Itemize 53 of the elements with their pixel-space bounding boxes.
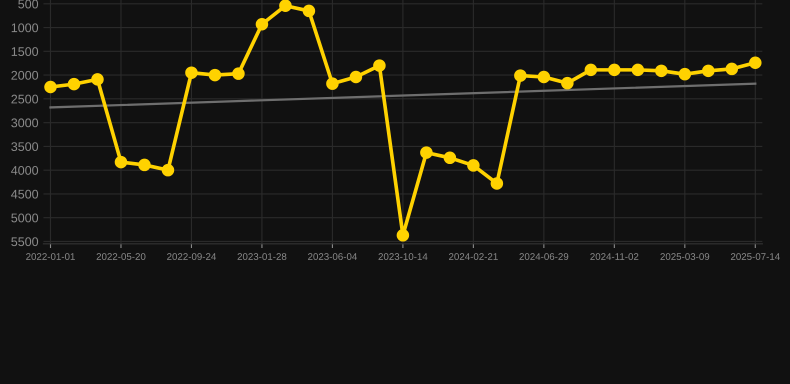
point <box>208 68 222 82</box>
point <box>302 4 316 18</box>
point <box>702 64 715 78</box>
point <box>91 73 104 86</box>
point <box>68 78 80 90</box>
x-tick-label: 2024-11-02 <box>590 253 638 260</box>
x-tick-label: 2023-01-28 <box>238 253 286 260</box>
point <box>584 64 598 76</box>
y-tick-label: 500 <box>18 0 38 8</box>
point <box>608 64 621 76</box>
y-tick-label: 1000 <box>12 23 38 32</box>
y-tick-label: 1500 <box>12 47 38 56</box>
y-tick-label: 2000 <box>11 70 38 80</box>
point <box>350 70 362 84</box>
point <box>256 18 268 30</box>
y-tick-label: 3000 <box>11 118 38 128</box>
point <box>162 164 174 176</box>
point <box>538 70 550 84</box>
point <box>678 68 692 80</box>
point <box>490 177 504 190</box>
y-tick-label: 4500 <box>11 190 38 199</box>
y-tick-label: 3500 <box>11 142 38 152</box>
y-tick-label: 5500 <box>11 237 38 246</box>
x-tick-label: 2022-05-20 <box>96 253 146 260</box>
point <box>561 76 574 90</box>
point <box>232 67 245 80</box>
x-tick-label: 2025-03-09 <box>660 253 710 260</box>
point <box>632 64 644 76</box>
y-tick-label: 4000 <box>11 166 38 175</box>
point <box>44 80 57 94</box>
x-tick-label: 2023-10-14 <box>378 253 428 260</box>
y-tick-label: 2500 <box>11 94 38 104</box>
point <box>726 62 738 76</box>
x-tick-label: 2022-01-01 <box>26 253 75 260</box>
x-tick-label: 2024-02-21 <box>449 253 498 260</box>
point <box>514 69 527 82</box>
y-tick-label: 5000 <box>11 214 38 222</box>
point <box>373 59 386 72</box>
point <box>114 156 128 168</box>
point <box>185 66 198 79</box>
x-tick-label: 2025-07-14 <box>730 253 780 260</box>
point <box>444 152 456 164</box>
point <box>396 229 410 242</box>
point <box>420 146 433 159</box>
point <box>749 56 762 69</box>
point <box>326 77 339 90</box>
x-tick-label: 2024-06-29 <box>519 253 568 260</box>
point <box>467 159 480 172</box>
x-tick-label: 2022-09-24 <box>167 253 216 260</box>
point <box>138 158 151 172</box>
point <box>279 0 292 12</box>
x-tick-label: 2023-06-04 <box>308 253 358 260</box>
point <box>655 64 668 78</box>
